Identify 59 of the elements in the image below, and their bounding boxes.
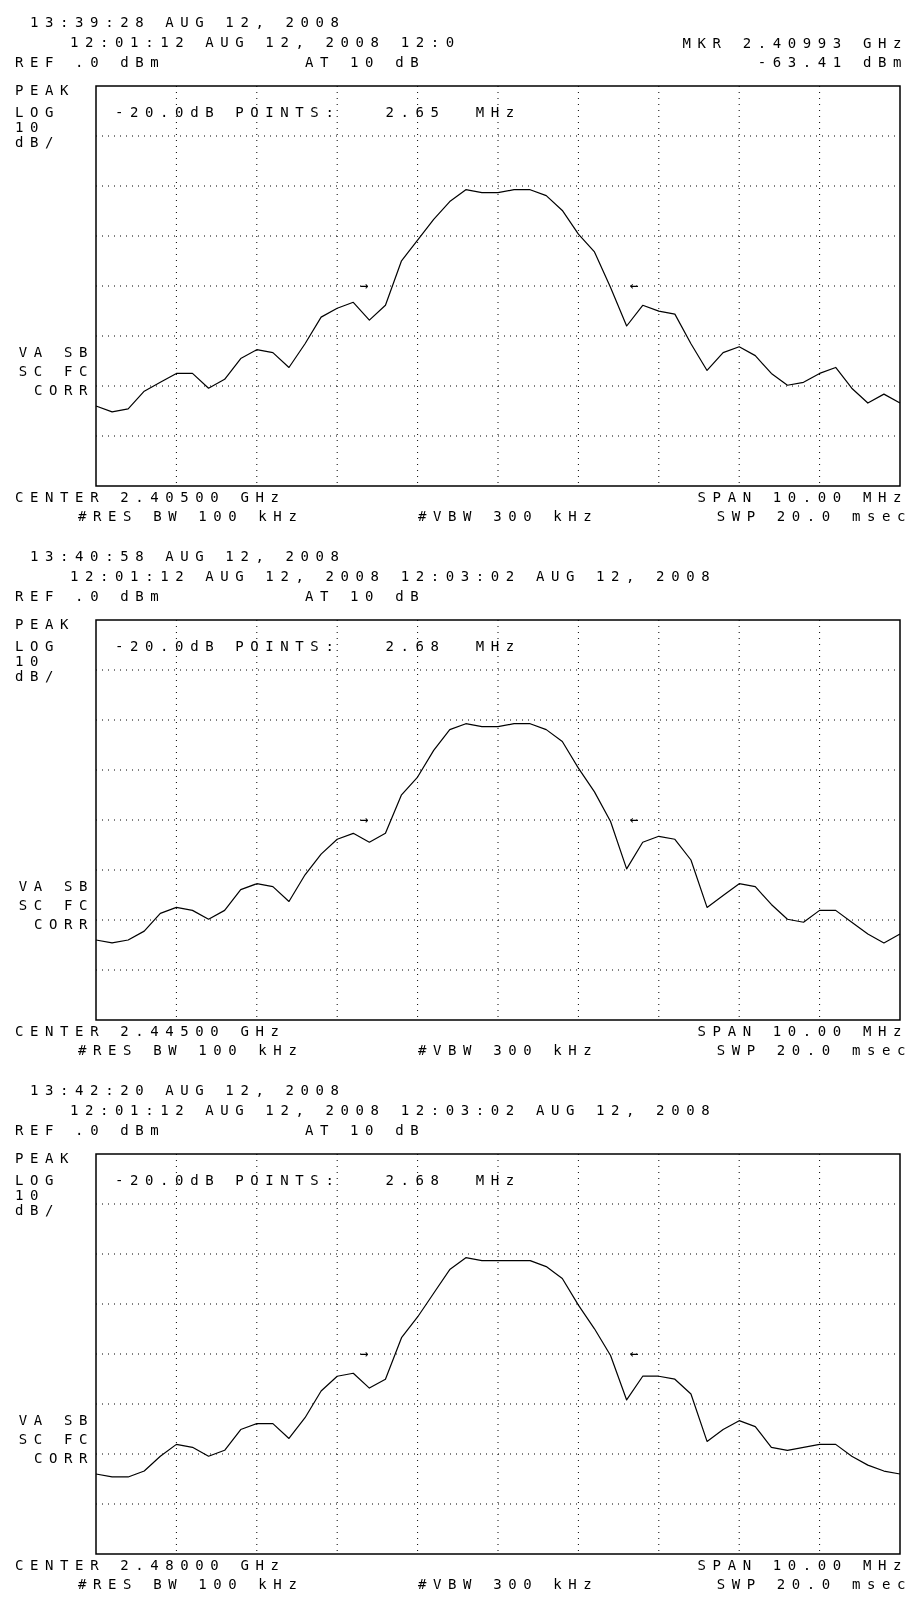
text: SWP 20.0 msec — [716, 1576, 912, 1592]
chart-subtitle: 12:01:12 AUG 12, 2008 12:0 — [70, 34, 461, 50]
text: SPAN 10.00 MHz — [697, 489, 908, 505]
text: SC FC — [18, 1431, 94, 1447]
text: AT 10 dB — [305, 1122, 426, 1138]
text: PEAK — [15, 1150, 76, 1166]
text: SWP 20.0 msec — [716, 1042, 912, 1058]
text: -63.41 dBm — [757, 54, 908, 70]
text: VA SB — [18, 878, 94, 894]
text: LOG — [15, 1172, 61, 1188]
text: VA SB — [18, 1412, 94, 1428]
text: -20.0dB POINTS: 2.65 MHz — [115, 104, 521, 120]
annotation: ← — [630, 277, 646, 293]
text: LOG — [15, 638, 61, 654]
chart-subtitle: 12:01:12 AUG 12, 2008 12:03:02 AUG 12, 2008 — [70, 568, 717, 584]
text: CENTER 2.40500 GHz — [15, 489, 286, 505]
text: -20.0dB POINTS: 2.68 MHz — [115, 1172, 521, 1188]
text: SC FC — [18, 363, 94, 379]
text: #RES BW 100 kHz — [78, 1042, 304, 1058]
text: MKR 2.40993 GHz — [682, 35, 908, 51]
text: #RES BW 100 kHz — [78, 508, 304, 524]
text: #VBW 300 kHz — [418, 508, 599, 524]
text: SC FC — [18, 897, 94, 913]
text: dB/ — [15, 134, 61, 150]
text: PEAK — [15, 82, 76, 98]
text: #VBW 300 kHz — [418, 1576, 599, 1592]
text: dB/ — [15, 668, 61, 684]
text: CORR — [33, 382, 94, 398]
text: REF .0 dBm — [15, 54, 166, 70]
text: CENTER 2.44500 GHz — [15, 1023, 286, 1039]
text: VA SB — [18, 344, 94, 360]
chart-subtitle: 12:01:12 AUG 12, 2008 12:03:02 AUG 12, 2008 — [70, 1102, 717, 1118]
text: -20.0dB POINTS: 2.68 MHz — [115, 638, 521, 654]
text: #VBW 300 kHz — [418, 1042, 599, 1058]
text: SWP 20.0 msec — [716, 508, 912, 524]
text: LOG — [15, 104, 61, 120]
text: CORR — [33, 1450, 94, 1466]
text: dB/ — [15, 1202, 61, 1218]
text: AT 10 dB — [305, 54, 426, 70]
text: PEAK — [15, 616, 76, 632]
annotation: → — [360, 811, 376, 827]
text: 10 — [15, 653, 46, 669]
text: SPAN 10.00 MHz — [697, 1023, 908, 1039]
chart-title: 13:39:28 AUG 12, 2008 — [30, 14, 346, 30]
annotation: → — [360, 1345, 376, 1361]
annotation: ← — [630, 811, 646, 827]
text: REF .0 dBm — [15, 1122, 166, 1138]
text: SPAN 10.00 MHz — [697, 1557, 908, 1573]
text: AT 10 dB — [305, 588, 426, 604]
annotation: → — [360, 277, 376, 293]
text: 10 — [15, 119, 46, 135]
annotation: ← — [630, 1345, 646, 1361]
text: #RES BW 100 kHz — [78, 1576, 304, 1592]
chart-title: 13:40:58 AUG 12, 2008 — [30, 548, 346, 564]
chart-title: 13:42:20 AUG 12, 2008 — [30, 1082, 346, 1098]
text: CORR — [33, 916, 94, 932]
text: REF .0 dBm — [15, 588, 166, 604]
text: CENTER 2.48000 GHz — [15, 1557, 286, 1573]
text: 10 — [15, 1187, 46, 1203]
